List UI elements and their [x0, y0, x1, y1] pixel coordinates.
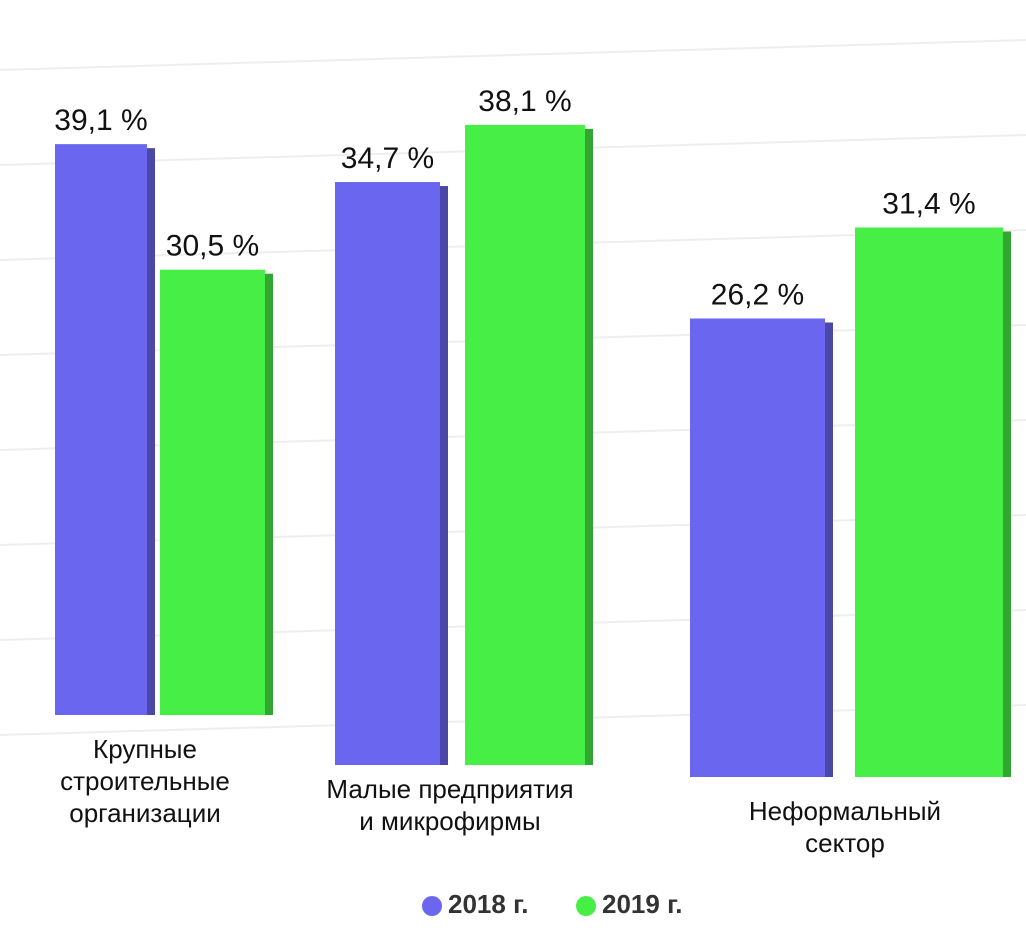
- category-label: Крупные строительные организации: [60, 734, 230, 828]
- category-label: Малые предприятия и микрофирмы: [326, 774, 574, 836]
- bar: [465, 124, 585, 766]
- bar: [690, 318, 825, 777]
- background-line: [0, 39, 1026, 71]
- data-label: 39,1 %: [54, 104, 147, 137]
- bar-side: [823, 322, 833, 777]
- legend-swatch: [422, 896, 442, 916]
- legend-swatch: [576, 896, 596, 916]
- bar: [160, 269, 265, 715]
- data-label: 30,5 %: [166, 230, 259, 263]
- data-label: 38,1 %: [478, 85, 571, 118]
- bar: [55, 144, 147, 715]
- data-label: 26,2 %: [711, 279, 804, 312]
- legend-label: 2019 г.: [602, 889, 683, 919]
- bar-side: [1001, 231, 1011, 777]
- data-label: 34,7 %: [341, 142, 434, 175]
- bar-side: [438, 186, 448, 766]
- legend-label: 2018 г.: [448, 889, 529, 919]
- data-label: 31,4 %: [882, 188, 975, 221]
- bar-side: [583, 128, 593, 766]
- bar-side: [145, 148, 155, 715]
- bar: [335, 182, 440, 766]
- category-label: Неформальный сектор: [748, 796, 942, 858]
- bar-side: [263, 273, 273, 715]
- bar: [855, 227, 1003, 777]
